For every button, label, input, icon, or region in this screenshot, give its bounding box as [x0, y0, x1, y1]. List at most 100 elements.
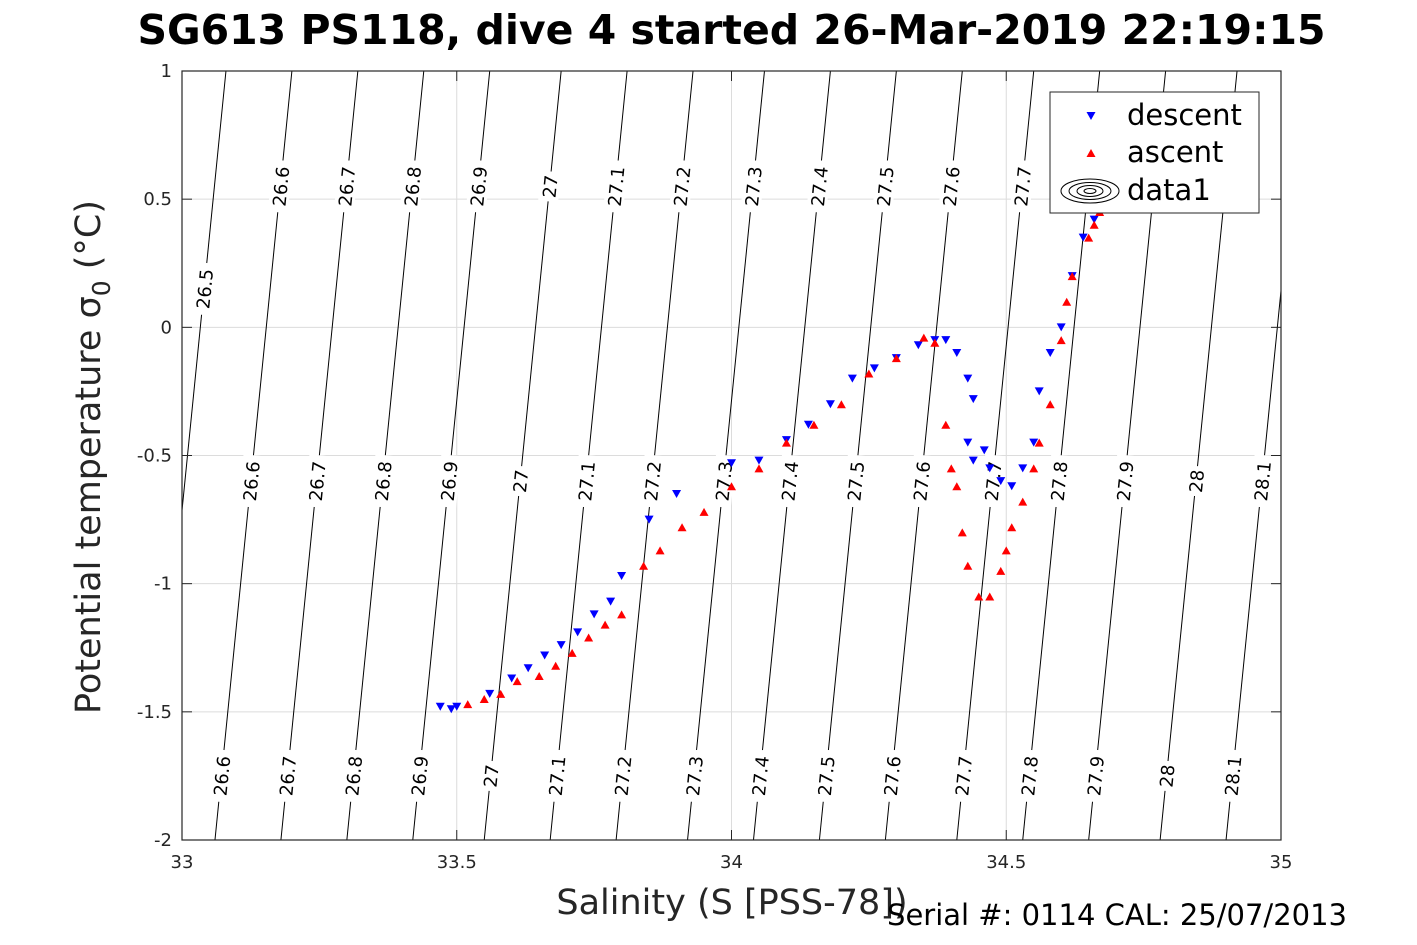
isopycnal-label-bg — [776, 454, 802, 508]
isopycnal-label: 27.9 — [1112, 454, 1139, 508]
descent-point — [1089, 215, 1099, 224]
isopycnal-label: 27 — [508, 465, 533, 498]
isopycnal-label: 27.4 — [747, 749, 774, 803]
isopycnal-label-text: 27.5 — [844, 460, 869, 502]
isopycnal-label-text: 27.6 — [881, 755, 906, 797]
isopycnal-label-bg — [1219, 749, 1246, 803]
ascent-point — [1062, 297, 1072, 306]
isopycnal-label: 27.5 — [842, 454, 869, 508]
descent-point — [606, 597, 616, 606]
isopycnal-label: 27.9 — [1082, 749, 1109, 803]
isopycnal-label-bg — [208, 749, 234, 803]
descent-point — [1056, 323, 1066, 332]
ascent-point — [919, 333, 929, 342]
ascent-point — [1001, 546, 1011, 555]
y-axis-label-unit: (°C) — [69, 200, 109, 280]
ascent-point — [551, 661, 561, 670]
isopycnal-label-text: 27.7 — [1011, 166, 1036, 208]
isopycnal-label-bg — [1184, 465, 1208, 498]
descent-point — [913, 341, 923, 350]
isopycnal-label-bg — [370, 454, 396, 508]
isopycnal-label-bg — [538, 170, 562, 203]
ascent-point — [946, 464, 956, 473]
isopycnal-label: 27.5 — [872, 159, 899, 214]
data-points — [435, 200, 1105, 714]
isopycnal-label-text: 27.6 — [940, 166, 965, 208]
ascent-point — [617, 610, 627, 619]
legend-data1-label: data1 — [1127, 173, 1211, 207]
isopycnal-label-bg — [333, 159, 359, 214]
descent-point — [727, 459, 736, 468]
isopycnal-label: 26.8 — [399, 159, 426, 214]
ascent-point — [677, 523, 687, 532]
isopycnal-label-text: 26.9 — [408, 755, 433, 797]
isopycnal-label-bg — [879, 749, 905, 803]
descent-point — [644, 515, 654, 524]
y-axis-label-subscript: 0 — [87, 280, 116, 296]
isopycnal-label: 26.5 — [191, 262, 218, 316]
descent-point — [996, 477, 1006, 486]
descent-point — [446, 705, 456, 714]
isopycnal-label-text: 27.6 — [910, 460, 935, 502]
ascent-point — [479, 695, 489, 704]
isopycnal-label-text: 26.6 — [210, 755, 235, 797]
ascent-point — [1045, 400, 1055, 409]
axis-ticks: 33 33.5 34 34.5 35 -2 -1.5 -1 -0.5 0 0.5 1 — [137, 61, 1293, 873]
isopycnal-label-text: 28 — [1186, 469, 1209, 494]
descent-point — [963, 374, 973, 383]
isopycnal-label-text: 26.7 — [335, 166, 360, 208]
isopycnal-label: 28.1 — [1219, 749, 1246, 803]
descent-point — [556, 641, 566, 650]
isopycnal-label-text: 26.8 — [401, 166, 426, 208]
isopycnal-label-bg — [238, 454, 264, 508]
isopycnal-label: 27 — [479, 759, 504, 792]
isopycnal-label-bg — [1155, 759, 1178, 792]
isopycnal-label-bg — [1009, 159, 1035, 214]
ascent-point — [639, 561, 649, 570]
ascent-point — [941, 420, 951, 429]
descent-point — [979, 446, 989, 455]
ascent-point — [1034, 438, 1044, 447]
isopycnal-label: 27.1 — [573, 454, 600, 508]
isopycnal-label-text: 26.5 — [193, 268, 218, 310]
ascent-point — [1084, 233, 1094, 242]
ascent-point — [957, 528, 967, 537]
isopycnal-label-text: 27.3 — [683, 755, 708, 797]
isopycnal-label-text: 28 — [1156, 764, 1179, 789]
isopycnal-label-text: 26.9 — [438, 460, 463, 502]
isopycnal-label: 26.6 — [267, 159, 294, 214]
isopycnal-label-bg — [1016, 749, 1042, 803]
descent-point — [941, 336, 951, 345]
y-tick-label: -0.5 — [137, 446, 172, 467]
ascent-point — [655, 546, 665, 555]
y-tick-label: 0.5 — [143, 189, 172, 210]
descent-point — [968, 395, 978, 404]
isopycnal-label-bg — [1249, 454, 1275, 508]
isopycnal-label-text: 26.9 — [467, 166, 492, 208]
isopycnal-label: 27.5 — [813, 749, 840, 803]
isopycnal-label-text: 27.3 — [712, 460, 737, 502]
chart-title: SG613 PS118, dive 4 started 26-Mar-2019 … — [137, 6, 1326, 54]
x-tick-label: 34 — [720, 852, 743, 873]
isopycnal-label-bg — [813, 749, 839, 803]
ascent-point — [512, 677, 522, 686]
descent-point — [952, 348, 962, 357]
descent-point — [1034, 387, 1044, 396]
isopycnal-label-bg — [573, 454, 599, 508]
isopycnal-label-text: 27.8 — [1048, 460, 1073, 502]
descent-point — [523, 664, 533, 673]
descent-point — [589, 610, 599, 619]
isopycnal-label-bg — [479, 759, 503, 792]
isopycnal-label-bg — [950, 749, 976, 803]
y-tick-label: -1.5 — [137, 702, 172, 723]
isopycnal-label-text: 26.7 — [276, 755, 301, 797]
isopycnal-label-text: 27.9 — [1114, 460, 1139, 502]
isopycnal-label-bg — [406, 749, 432, 803]
descent-point — [1029, 438, 1039, 447]
y-tick-label: 0 — [161, 317, 172, 338]
isopycnal-label-bg — [639, 454, 665, 508]
ascent-point — [496, 689, 506, 698]
isopycnal-label-bg — [267, 159, 293, 214]
isopycnal-label: 27.3 — [740, 159, 767, 214]
